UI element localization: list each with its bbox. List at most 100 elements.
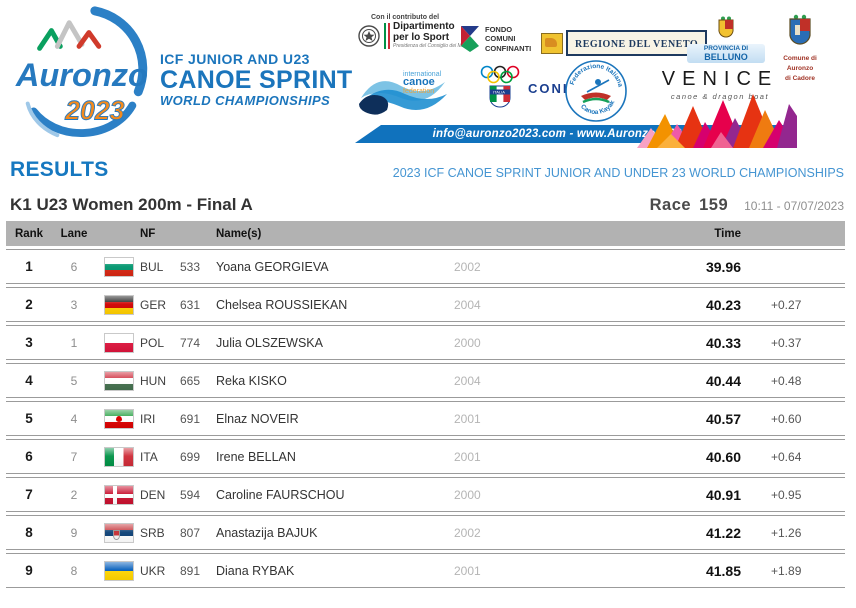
auronzo-2023-logo: Auronzo 2023 xyxy=(15,6,148,138)
lane-value: 7 xyxy=(70,449,78,464)
nf-code: UKR xyxy=(140,563,166,578)
contribution-note: Con il contributo del xyxy=(371,14,440,21)
icf-text-line3: federation xyxy=(403,88,434,95)
regione-veneto-logo: REGIONE DEL VENETO xyxy=(541,30,708,56)
table-row: 5 4 IRI 691 Elnaz NOVEIR 2001 40.57 +0.6… xyxy=(6,401,845,436)
comune-auronzo-logo: Comune di Auronzo di Cadore xyxy=(775,14,825,83)
italy-emblem-icon xyxy=(358,24,380,47)
time-value: 40.44 xyxy=(705,372,741,389)
venice-logo: VENICE canoe & dragon boat xyxy=(655,68,785,101)
championship-line: 2023 ICF CANOE SPRINT JUNIOR AND UNDER 2… xyxy=(392,166,844,180)
regione-label: REGIONE DEL VENETO xyxy=(575,39,699,50)
comune-line3: di Cadore xyxy=(785,74,815,82)
bib-number: 533 xyxy=(180,259,201,274)
nf-code: BUL xyxy=(140,259,164,274)
table-header-row: Rank Lane NF Name(s) Time xyxy=(6,221,845,246)
birth-year: 2002 xyxy=(454,259,481,274)
rank-value: 9 xyxy=(25,563,33,578)
birth-year: 2000 xyxy=(454,335,481,350)
bib-number: 631 xyxy=(180,297,201,312)
country-flag-icon xyxy=(104,484,134,505)
athlete-name: Chelsea ROUSSIEKAN xyxy=(216,297,348,312)
birth-year: 2001 xyxy=(454,411,481,426)
fondo-line2: COMUNI xyxy=(485,34,516,44)
lane-value: 9 xyxy=(70,525,78,540)
time-value: 41.85 xyxy=(705,562,741,579)
time-diff: +0.37 xyxy=(771,335,802,350)
venice-subtitle: canoe & dragon boat xyxy=(670,92,770,101)
event-title-line3: WORLD CHAMPIONSHIPS xyxy=(160,93,331,109)
country-flag-icon xyxy=(104,294,134,315)
fondo-comuni-logo: FONDO COMUNI CONFINANTI xyxy=(459,24,531,54)
header-nf: NF xyxy=(140,227,156,240)
athlete-name: Elnaz NOVEIR xyxy=(216,411,299,426)
nf-code: GER xyxy=(140,297,167,312)
time-diff: +0.64 xyxy=(771,449,802,464)
rank-value: 3 xyxy=(25,335,33,350)
time-value: 40.33 xyxy=(705,334,741,351)
table-row: 6 7 ITA 699 Irene BELLAN 2001 40.60 +0.6… xyxy=(6,439,845,474)
time-value: 40.23 xyxy=(705,296,741,313)
logo-year: 2023 xyxy=(64,95,124,125)
athlete-name: Diana RYBAK xyxy=(216,563,295,578)
birth-year: 2004 xyxy=(454,373,481,388)
logo-wordmark: Auronzo xyxy=(15,57,148,93)
athlete-name: Julia OLSZEWSKA xyxy=(216,335,323,350)
lane-value: 8 xyxy=(70,563,78,578)
event-title-line2: CANOE SPRINT xyxy=(160,66,353,95)
time-value: 40.57 xyxy=(705,410,741,427)
table-body: 1 6 BUL 533 Yoana GEORGIEVA 2002 39.96 2… xyxy=(6,249,845,588)
header-rank: Rank xyxy=(14,227,44,240)
rank-value: 8 xyxy=(25,525,33,540)
sponsor-panel: Con il contributo del Dipartimento per l… xyxy=(355,6,825,148)
table-row: 7 2 DEN 594 Caroline FAURSCHOU 2000 40.9… xyxy=(6,477,845,512)
country-flag-icon xyxy=(104,332,134,353)
race-number-value: 159 xyxy=(699,196,729,214)
coni-wordmark: CONI xyxy=(528,81,569,96)
veneto-lion-icon xyxy=(541,32,563,54)
nf-code: POL xyxy=(140,335,165,350)
time-diff: +0.60 xyxy=(771,411,802,426)
time-value: 39.96 xyxy=(705,258,741,275)
provincia-line2: BELLUNO xyxy=(704,52,748,62)
bib-number: 699 xyxy=(180,449,201,464)
birth-year: 2002 xyxy=(454,525,481,540)
fondo-line1: FONDO xyxy=(485,24,513,34)
table-row: 1 6 BUL 533 Yoana GEORGIEVA 2002 39.96 xyxy=(6,249,845,284)
birth-year: 2004 xyxy=(454,297,481,312)
country-flag-icon xyxy=(104,522,134,543)
time-diff: +0.95 xyxy=(771,487,802,502)
rank-value: 6 xyxy=(25,449,33,464)
table-row: 9 8 UKR 891 Diana RYBAK 2001 41.85 +1.89 xyxy=(6,553,845,588)
comune-line1: Comune di xyxy=(783,55,817,62)
rank-value: 7 xyxy=(25,487,33,502)
bib-number: 665 xyxy=(180,373,201,388)
auronzo-crest-icon xyxy=(789,14,811,45)
dipartimento-line1: Dipartimento xyxy=(393,21,455,32)
poly-mountains-graphic xyxy=(637,94,797,148)
page-header: Auronzo 2023 ICF JUNIOR AND U23 CANOE SP… xyxy=(0,0,856,150)
time-diff: +1.26 xyxy=(771,525,802,540)
fondo-line3: CONFINANTI xyxy=(485,43,532,53)
birth-year: 2000 xyxy=(454,487,481,502)
athlete-name: Yoana GEORGIEVA xyxy=(216,259,329,274)
coni-logo: ITALIA CONI xyxy=(477,64,569,113)
lane-value: 4 xyxy=(70,411,78,426)
table-row: 4 5 HUN 665 Reka KISKO 2004 40.44 +0.48 xyxy=(6,363,845,398)
olympic-rings-icon: ITALIA xyxy=(480,65,520,108)
page-title: RESULTS xyxy=(10,158,109,181)
table-row: 2 3 GER 631 Chelsea ROUSSIEKAN 2004 40.2… xyxy=(6,287,845,322)
country-flag-icon xyxy=(104,446,134,467)
rank-value: 1 xyxy=(25,259,33,274)
coni-shield-label: ITALIA xyxy=(493,90,505,95)
event-title: ICF JUNIOR AND U23 CANOE SPRINT WORLD CH… xyxy=(160,51,353,109)
time-diff: +0.48 xyxy=(771,373,802,388)
nf-code: DEN xyxy=(140,487,166,502)
bib-number: 691 xyxy=(180,411,201,426)
race-title: K1 U23 Women 200m - Final A xyxy=(10,195,253,214)
time-value: 40.60 xyxy=(705,448,741,465)
results-table: Rank Lane NF Name(s) Time 1 6 BUL 533 Yo… xyxy=(6,221,845,588)
provincia-line1: PROVINCIA DI xyxy=(703,45,749,52)
contact-banner-text[interactable]: info@auronzo2023.com - www.Auronzo2023.c… xyxy=(432,128,710,140)
bib-number: 891 xyxy=(180,563,201,578)
